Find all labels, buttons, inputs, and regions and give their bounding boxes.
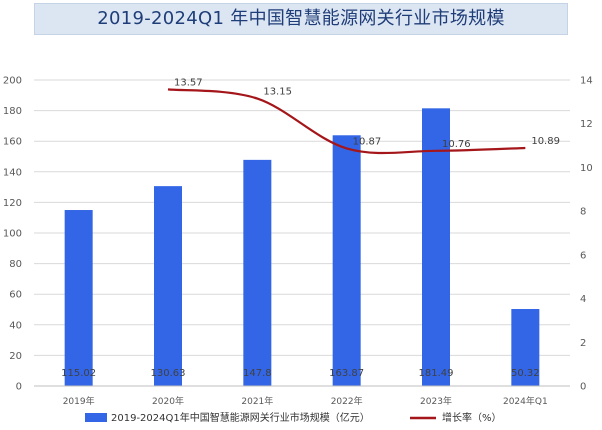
right-tick-label: 14 <box>580 76 593 87</box>
x-tick-label: 2019年 <box>63 395 95 407</box>
right-tick-label: 6 <box>580 250 586 261</box>
bar-2021年 <box>243 159 272 386</box>
left-tick-label: 60 <box>9 290 22 301</box>
bar-series <box>64 108 540 386</box>
legend: 2019-2024Q1年中国智慧能源网关行业市场规模（亿元） 增长率（%） <box>85 411 502 424</box>
right-tick-label: 2 <box>580 338 586 349</box>
x-axis: 2019年 2020年 2021年 2022年 2023年 2024年Q1 <box>34 385 570 407</box>
right-tick-label: 8 <box>580 207 586 218</box>
legend-swatch-bars <box>85 413 107 422</box>
left-tick-label: 40 <box>9 320 22 331</box>
left-tick-label: 160 <box>3 137 22 148</box>
right-tick-label: 10 <box>580 163 593 174</box>
left-tick-label: 180 <box>3 106 22 117</box>
bar-value-label: 181.49 <box>419 368 454 379</box>
left-tick-label: 20 <box>9 351 22 362</box>
left-tick-label: 120 <box>3 198 22 209</box>
bar-2022年 <box>332 135 361 386</box>
legend-label-bars: 2019-2024Q1年中国智慧能源网关行业市场规模（亿元） <box>111 411 370 424</box>
bar-2023年 <box>422 108 450 386</box>
title-banner: 2019-2024Q1 年中国智慧能源网关行业市场规模 <box>34 3 568 35</box>
right-tick-label: 4 <box>580 294 586 305</box>
right-axis: 0 2 4 6 8 10 12 14 <box>580 76 593 393</box>
bar-2024年Q1 <box>511 309 540 386</box>
bar-value-label: 130.63 <box>151 368 186 379</box>
bar-value-label: 50.32 <box>511 368 540 379</box>
left-tick-label: 200 <box>3 76 22 87</box>
right-tick-label: 0 <box>580 382 586 393</box>
growth-line-series <box>167 88 526 155</box>
left-tick-label: 140 <box>3 167 22 178</box>
line-value-label: 13.57 <box>174 77 203 88</box>
x-tick-label: 2020年 <box>152 395 184 407</box>
left-tick-label: 80 <box>9 259 22 270</box>
chart-title: 2019-2024Q1 年中国智慧能源网关行业市场规模 <box>97 8 505 29</box>
line-value-label: 13.15 <box>263 87 292 98</box>
x-tick-label: 2021年 <box>241 395 273 407</box>
x-tick-label: 2023年 <box>420 395 452 407</box>
line-value-label: 10.87 <box>353 136 382 147</box>
right-tick-label: 12 <box>580 119 593 130</box>
bar-value-label: 163.87 <box>329 368 364 379</box>
left-tick-label: 100 <box>3 229 22 240</box>
left-tick-label: 0 <box>16 382 22 393</box>
bar-2020年 <box>154 186 182 386</box>
bar-value-label: 115.02 <box>61 368 96 379</box>
line-value-label: 10.89 <box>531 136 560 147</box>
line-value-labels: 13.57 13.15 10.87 10.76 10.89 <box>174 77 560 149</box>
x-tick-label: 2022年 <box>331 395 363 407</box>
line-value-label: 10.76 <box>442 139 471 150</box>
bar-value-labels: 115.02 130.63 147.8 163.87 181.49 50.32 <box>61 368 539 379</box>
legend-label-line: 增长率（%） <box>442 411 502 424</box>
bar-value-label: 147.8 <box>243 368 272 379</box>
bar-2019年 <box>64 210 93 386</box>
x-tick-label: 2024年Q1 <box>503 395 548 407</box>
gridlines <box>34 79 570 387</box>
left-axis: 0 20 40 60 80 100 120 140 160 180 200 <box>3 76 22 393</box>
